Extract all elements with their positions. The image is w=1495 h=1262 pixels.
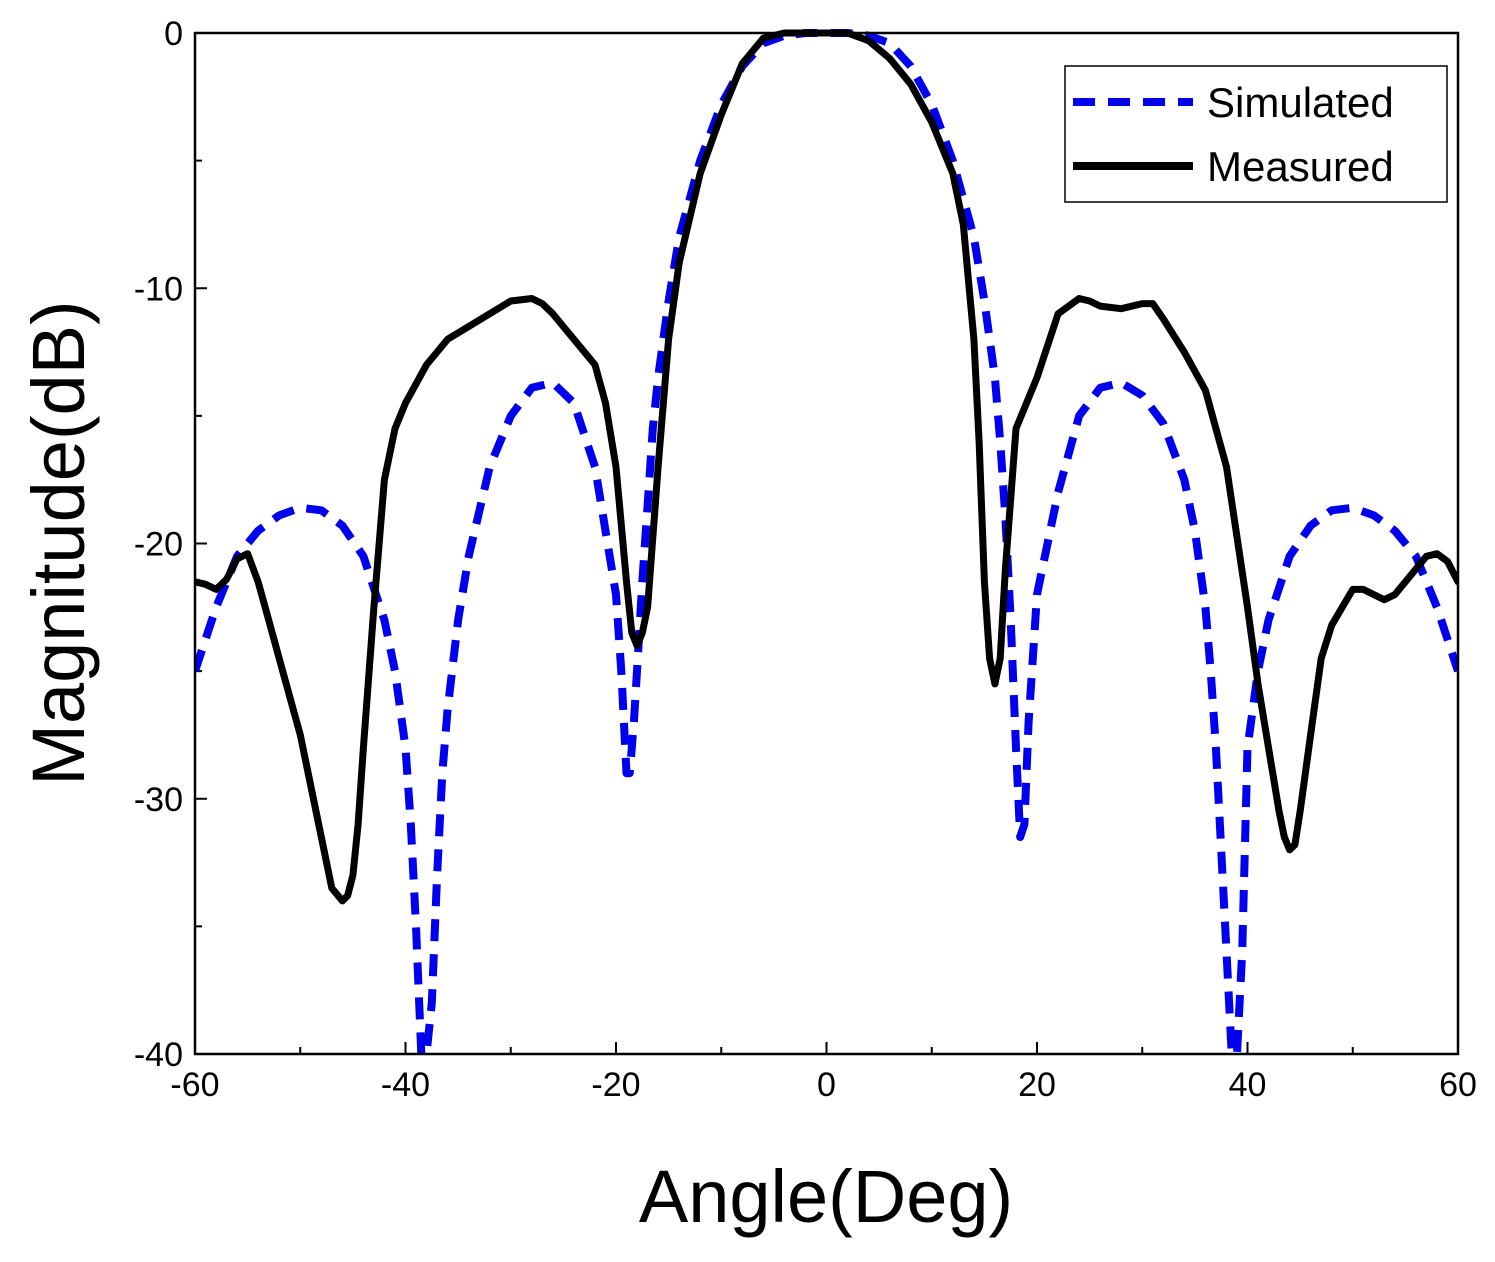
x-tick-label: 20 — [1018, 1066, 1056, 1104]
y-axis-title: Magnitude(dB) — [17, 300, 100, 785]
legend: Simulated Measured — [1064, 65, 1448, 203]
x-axis-title: Angle(Deg) — [639, 1155, 1013, 1238]
y-tick-label: 0 — [164, 15, 183, 53]
tick-labels: -60 -40 -20 0 20 40 600-10-20-30-40 — [134, 15, 1477, 1104]
x-tick-label: -20 — [591, 1066, 640, 1104]
plot-frame — [193, 31, 1460, 1056]
x-tick-label: -60 — [170, 1066, 219, 1104]
x-tick-label: 40 — [1229, 1066, 1267, 1104]
y-tick-label: -20 — [134, 526, 183, 564]
legend-label-measured: Measured — [1207, 143, 1394, 190]
y-tick-label: -40 — [134, 1036, 183, 1074]
legend-box — [1064, 65, 1448, 203]
legend-label-simulated: Simulated — [1207, 79, 1394, 126]
x-tick-label: 0 — [817, 1066, 836, 1104]
y-tick-label: -10 — [134, 270, 183, 308]
y-tick-label: -30 — [134, 781, 183, 819]
x-tick-label: 60 — [1439, 1066, 1477, 1104]
x-tick-label: -40 — [381, 1066, 430, 1104]
